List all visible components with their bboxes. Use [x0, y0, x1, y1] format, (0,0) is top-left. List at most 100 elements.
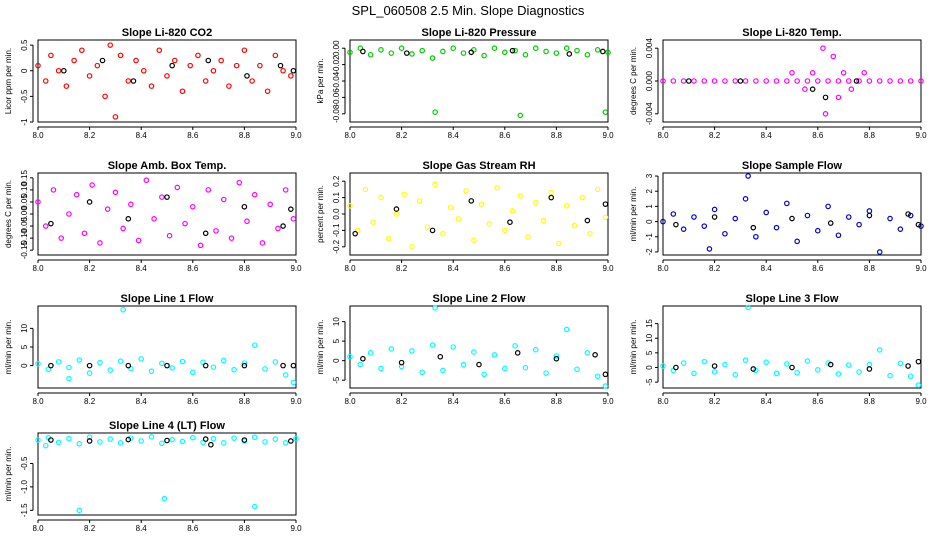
y-tick-label: 0.004	[645, 38, 654, 59]
x-tick-label: 8.4	[448, 264, 460, 273]
selected-point	[130, 78, 137, 84]
data-point	[107, 367, 114, 373]
data-point	[722, 361, 728, 368]
data-point	[563, 326, 570, 333]
data-point	[494, 184, 500, 191]
data-point	[563, 45, 570, 52]
y-tick-label: 0.1	[332, 191, 341, 203]
selected-point	[711, 214, 718, 220]
panel-4: Slope Amb. Box Temp. 8.0 8.2 8.4 8.6 8.8 9.0 -0…	[4, 160, 302, 273]
data-point	[825, 78, 831, 84]
data-point	[532, 45, 539, 52]
selected-point	[827, 361, 834, 368]
selected-point	[360, 48, 366, 55]
panel-title: Slope Line 1 Flow	[121, 293, 214, 305]
x-tick-label: 8.0	[657, 397, 669, 406]
data-point	[543, 370, 549, 376]
data-point	[887, 78, 893, 84]
data-point	[856, 369, 862, 375]
selected-point	[86, 362, 93, 369]
selected-point	[202, 436, 209, 442]
data-point	[732, 78, 739, 84]
data-point	[347, 203, 353, 209]
data-point	[282, 372, 289, 378]
data-point	[35, 199, 41, 205]
data-point	[228, 235, 235, 241]
data-point	[463, 188, 469, 194]
data-point	[262, 366, 268, 372]
data-point	[171, 57, 178, 64]
selected-point	[202, 362, 209, 369]
data-point	[148, 83, 155, 89]
data-point	[605, 49, 611, 56]
data-point	[579, 194, 586, 201]
data-point	[876, 347, 883, 353]
selected-point	[905, 363, 911, 369]
selected-point	[566, 51, 573, 57]
data-point	[66, 435, 72, 442]
data-point	[76, 357, 83, 363]
data-point	[784, 200, 790, 207]
selected-point	[241, 437, 248, 443]
x-tick-label: 8.8	[239, 131, 251, 140]
selected-point	[280, 362, 286, 369]
data-point	[732, 372, 739, 378]
data-point	[161, 495, 168, 502]
data-point	[48, 52, 54, 59]
data-point	[251, 434, 258, 441]
data-point	[809, 70, 816, 76]
panel-6: Slope Sample Flow 8.0 8.2 8.4 8.6 8.8 9.0 -2 -1 0…	[629, 160, 927, 273]
x-tick-label: 8.8	[239, 264, 251, 273]
selected-point	[514, 350, 521, 356]
data-point	[711, 78, 718, 84]
selected-point	[584, 217, 591, 224]
y-tick-label: -1.5	[20, 503, 29, 517]
data-point	[773, 78, 780, 84]
data-point	[210, 67, 217, 74]
y-tick-label: -5	[332, 376, 341, 384]
data-point	[251, 191, 258, 198]
data-point	[71, 57, 77, 64]
plot-frame	[662, 172, 922, 256]
data-point	[814, 78, 821, 84]
data-point	[97, 240, 103, 246]
y-tick-label: 0	[332, 358, 341, 363]
data-point	[280, 67, 286, 74]
data-point	[409, 348, 415, 354]
y-axis-label: degrees C per min.	[4, 180, 13, 248]
panel-9: Slope Line 3 Flow 8.0 8.2 8.4 8.6 8.8 9.0 -5 0 5 1…	[629, 293, 927, 406]
data-point	[540, 217, 547, 224]
data-point	[293, 435, 299, 442]
y-tick-label: 0.10	[20, 182, 29, 198]
x-tick-label: 8.4	[136, 264, 148, 273]
x-tick-label: 8.8	[551, 131, 563, 140]
data-point	[432, 305, 438, 311]
plot-frame	[662, 305, 922, 389]
data-point	[288, 73, 294, 79]
data-point	[745, 173, 751, 179]
data-point	[432, 181, 438, 188]
selected-point	[592, 352, 598, 358]
data-point	[97, 439, 103, 445]
data-point	[907, 373, 914, 380]
data-point	[197, 242, 204, 249]
data-point	[491, 45, 498, 52]
selected-point	[48, 437, 54, 443]
data-point	[763, 209, 770, 216]
data-point	[79, 47, 85, 54]
data-point	[347, 49, 353, 56]
y-tick-label: -0.5	[20, 456, 29, 470]
y-tick-label: -0.08	[332, 104, 341, 123]
x-tick-label: 8.8	[239, 524, 251, 533]
data-point	[804, 78, 811, 84]
data-point	[804, 358, 811, 364]
panel-title: Slope Gas Stream RH	[422, 160, 535, 172]
data-point	[845, 362, 852, 368]
data-point	[602, 214, 609, 221]
y-tick-label: -0.1	[332, 223, 341, 237]
selected-point	[398, 359, 405, 366]
x-tick-label: 9.0	[915, 397, 927, 406]
data-point	[138, 356, 145, 362]
data-point	[753, 233, 759, 240]
